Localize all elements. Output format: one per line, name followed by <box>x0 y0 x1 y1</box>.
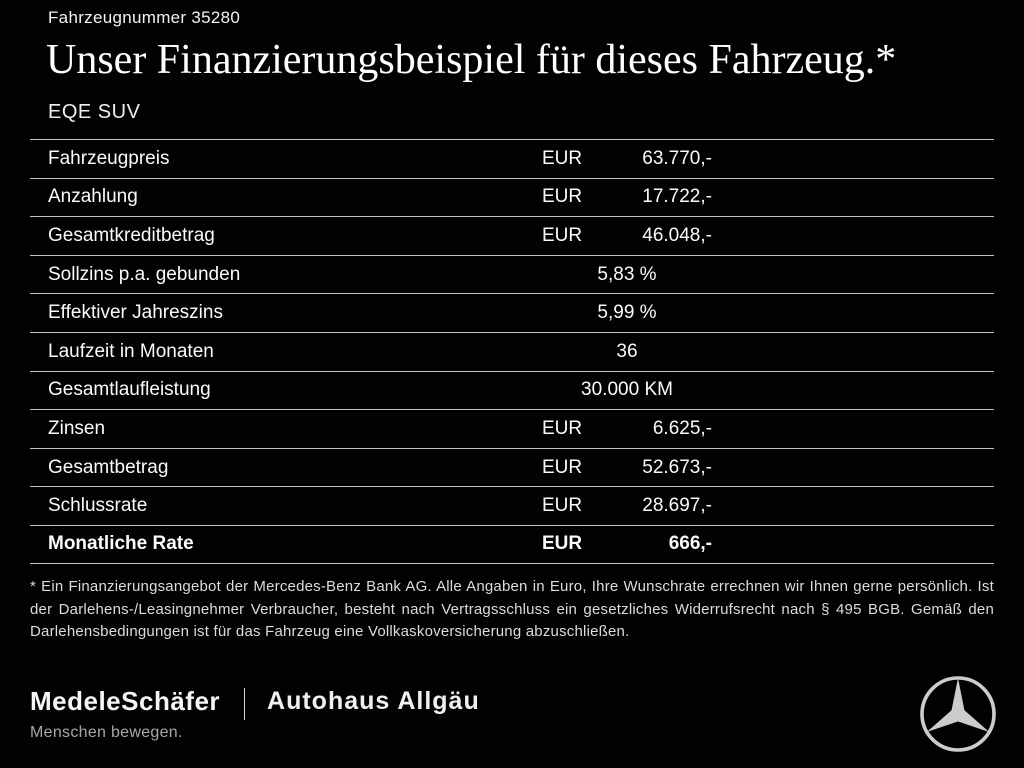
row-currency: EUR <box>542 147 583 169</box>
row-label: Gesamtlaufleistung <box>48 379 211 401</box>
dealer-secondary-logo: Autohaus Allgäu <box>267 687 480 715</box>
row-value: 17.722,- <box>642 186 712 208</box>
table-row-monatliche-rate: Monatliche Rate EUR 666,- <box>30 524 994 564</box>
row-currency: EUR <box>542 186 583 208</box>
page-title: Unser Finanzierungsbeispiel für dieses F… <box>46 37 897 83</box>
row-label: Schlussrate <box>48 495 148 517</box>
row-label: Zinsen <box>48 417 106 439</box>
dealer-tagline: Menschen bewegen. <box>30 724 183 741</box>
row-label: Monatliche Rate <box>48 533 194 555</box>
row-value: 36 <box>616 340 638 362</box>
row-value: 28.697,- <box>642 495 712 517</box>
finance-table: Fahrzeugpreis EUR 63.770,- Anzahlung EUR… <box>30 139 994 564</box>
row-value: 5,99 % <box>597 302 657 324</box>
table-row-effektiver-jahreszins: Effektiver Jahreszins 5,99 % <box>30 293 994 332</box>
row-label: Laufzeit in Monaten <box>48 340 214 362</box>
row-label: Sollzins p.a. gebunden <box>48 263 241 285</box>
financing-disclaimer: * Ein Finanzierungsangebot der Mercedes-… <box>30 578 994 640</box>
dealer-primary-logo: MedeleSchäfer <box>30 686 221 716</box>
row-label: Fahrzeugpreis <box>48 147 170 169</box>
row-value: 666,- <box>668 533 712 555</box>
row-value: 6.625,- <box>652 417 712 439</box>
table-row-fahrzeugpreis: Fahrzeugpreis EUR 63.770,- <box>30 139 994 178</box>
row-label: Effektiver Jahreszins <box>48 302 223 324</box>
row-value: 30.000 KM <box>581 379 673 401</box>
row-value: 63.770,- <box>642 147 712 169</box>
vehicle-number: Fahrzeugnummer 35280 <box>48 8 241 27</box>
row-label: Gesamtbetrag <box>48 456 169 478</box>
row-label: Gesamtkreditbetrag <box>48 224 215 246</box>
dealer-logo-block: MedeleSchäfer Menschen bewegen. <box>30 686 220 742</box>
table-row-gesamtlaufleistung: Gesamtlaufleistung 30.000 KM <box>30 370 994 410</box>
row-currency: EUR <box>542 495 583 517</box>
footer-divider <box>244 688 246 720</box>
row-value: 46.048,- <box>642 224 712 246</box>
row-currency: EUR <box>542 456 583 478</box>
row-value: 52.673,- <box>642 456 712 478</box>
vehicle-model: EQE SUV <box>48 101 141 123</box>
table-row-schlussrate: Schlussrate EUR 28.697,- <box>30 486 994 525</box>
table-row-gesamtkreditbetrag: Gesamtkreditbetrag EUR 46.048,- <box>30 216 994 255</box>
row-currency: EUR <box>542 417 583 439</box>
row-currency: EUR <box>542 224 583 246</box>
row-currency: EUR <box>542 533 583 555</box>
row-value: 5,83 % <box>597 263 657 285</box>
table-row-gesamtbetrag: Gesamtbetrag EUR 52.673,- <box>30 447 994 487</box>
mercedes-star-icon <box>920 676 996 752</box>
table-row-anzahlung: Anzahlung EUR 17.722,- <box>30 177 994 217</box>
table-row-zinsen: Zinsen EUR 6.625,- <box>30 409 994 448</box>
table-row-sollzins: Sollzins p.a. gebunden 5,83 % <box>30 254 994 294</box>
table-row-laufzeit: Laufzeit in Monaten 36 <box>30 331 994 371</box>
footer: MedeleSchäfer Menschen bewegen. Autohaus… <box>30 676 998 754</box>
row-label: Anzahlung <box>48 186 138 208</box>
